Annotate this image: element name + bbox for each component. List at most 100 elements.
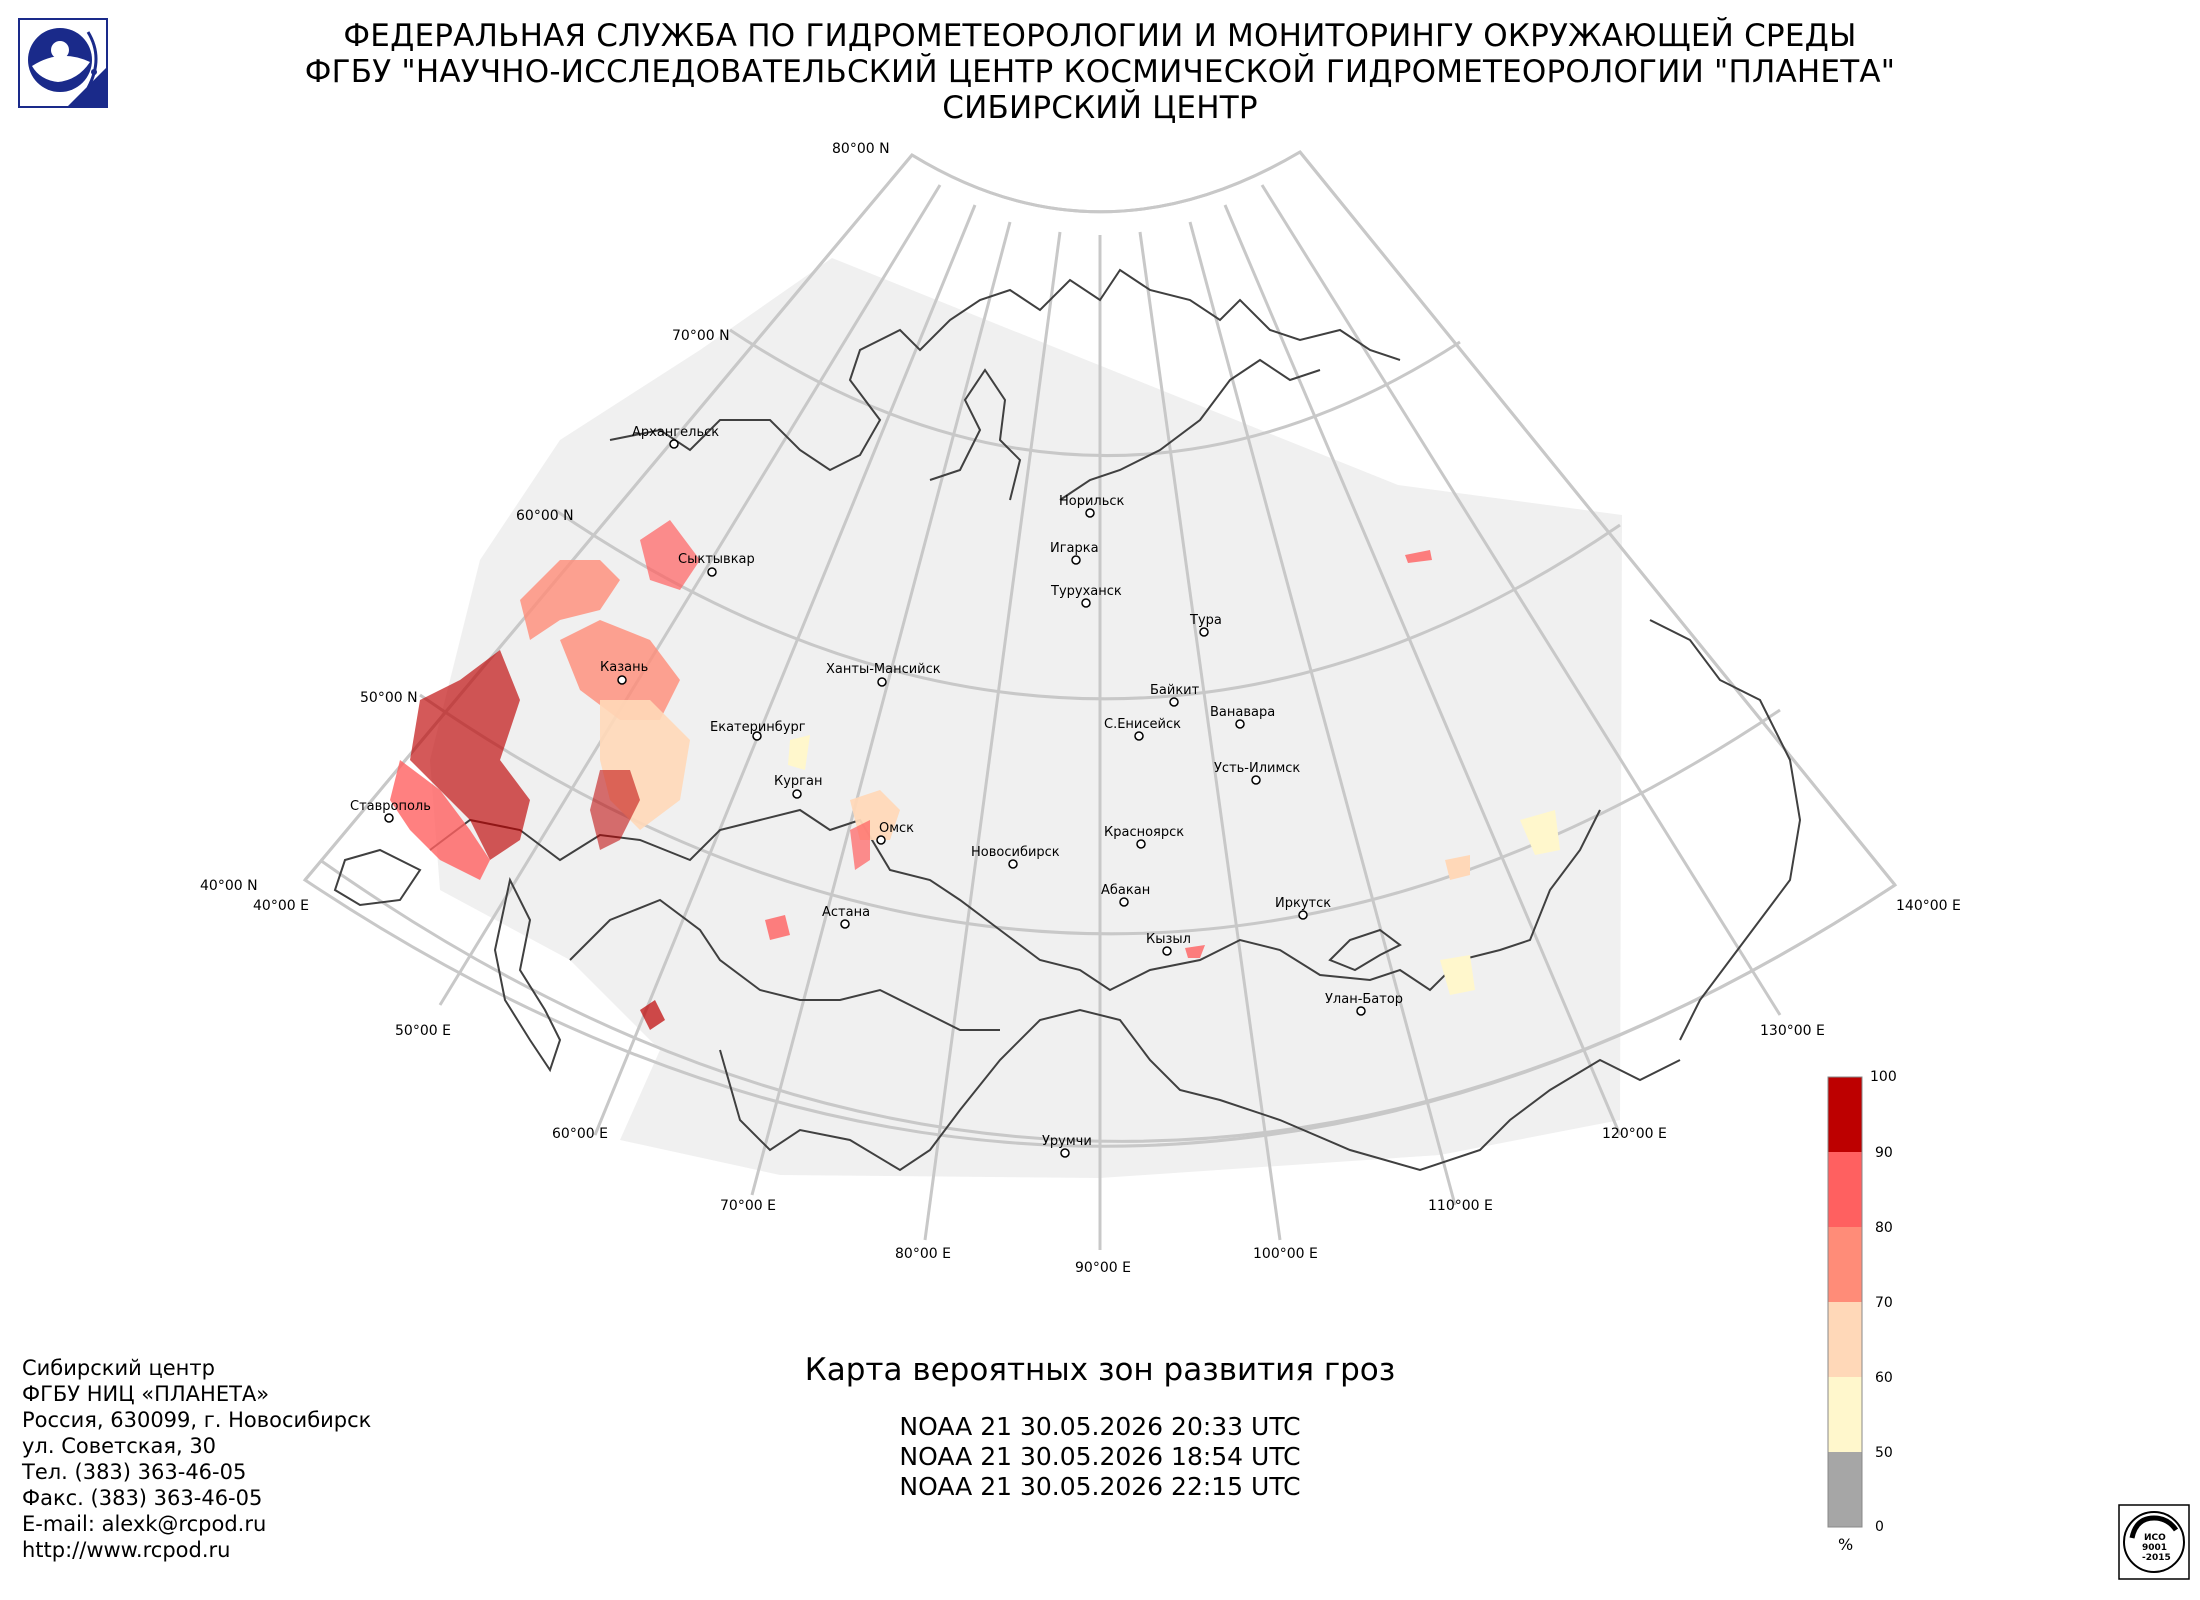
storm-zone-kurgan [788,735,810,770]
meridian-130e [1260,184,1782,1016]
contact-line: Россия, 630099, г. Новосибирск [22,1408,372,1432]
city-igarka: Игарка [1050,541,1099,565]
legend-band-80-90 [1828,1152,1862,1227]
meridian-70e [750,221,1012,1196]
storm-zone-caucasus [640,1000,665,1030]
city-kazan: Казань [600,660,648,685]
baikal-lake [1328,928,1402,972]
meridian-60e [593,204,977,1136]
lon-label-100e: 100°00 E [1253,1246,1318,1262]
city-urumqi: Урумчи [1042,1134,1092,1158]
far-east-coast [1649,619,1802,1041]
legend-unit: % [1838,1535,1853,1554]
city-krasnoyarsk: Красноярск [1104,825,1184,849]
probability-legend: 100 90 80 70 60 50 0 % [1827,1069,1897,1554]
coverage-area [430,258,1622,1178]
legend-tick-0: 0 [1875,1519,1884,1535]
city-s-eniseisk: С.Енисейск [1104,717,1181,741]
parallel-60n [554,508,1621,701]
legend-band-50-60 [1828,1377,1862,1452]
contact-email[interactable]: E-mail: alexk@rcpod.ru [22,1512,267,1536]
yamal-peninsula [929,368,1022,501]
lon-label-80e: 80°00 E [895,1246,951,1262]
city-khanty-mansiysk: Ханты-Мансийск [826,662,941,687]
lat-label-50n: 50°00 N [360,690,418,706]
city-stavropol: Ставрополь [350,799,431,823]
storm-zone-komi [640,520,700,590]
lon-label-90e: 90°00 E [1075,1260,1131,1276]
city-label: Казань [600,660,648,675]
city-astana: Астана [822,905,870,929]
city-ust-ilimsk: Усть-Илимск [1214,761,1300,785]
storm-zone-north-west [520,560,620,640]
graticule-labels: 80°00 N 70°00 N 60°00 N 50°00 N 40°00 N … [200,141,1961,1276]
city-syktyvkar: Сыктывкар [678,552,755,577]
legend-band-60-70 [1828,1302,1862,1377]
cert-line-2: 9001 [2142,1543,2167,1553]
storm-zone-yakutia [1405,550,1432,563]
city-baikit: Байкит [1150,683,1200,707]
china-border [719,1008,1681,1172]
pass-line: NOAA 21 30.05.2026 18:54 UTC [899,1442,1301,1471]
legend-tick-70: 70 [1875,1295,1893,1311]
city-arkhangelsk: Архангельск [632,425,719,449]
satellite-passes: NOAA 21 30.05.2026 20:33 UTC NOAA 21 30.… [860,1412,1340,1502]
city-ulan-bator: Улан-Батор [1325,992,1403,1016]
taymyr-coast [1059,358,1321,501]
meridian-110e [1188,221,1457,1206]
cert-line-3: -2015 [2142,1553,2171,1563]
legend-tick-90: 90 [1875,1145,1893,1161]
kazakhstan-border [569,898,1000,1031]
city-irkutsk: Иркутск [1275,896,1331,920]
city-label: Архангельск [632,425,719,440]
city-label: Байкит [1150,683,1200,698]
meridian-100e [1138,231,1282,1241]
contact-website[interactable]: http://www.rcpod.ru [22,1538,231,1562]
lon-label-60e: 60°00 E [552,1126,608,1142]
city-label: С.Енисейск [1104,717,1181,732]
contact-line: Факс. (383) 363-46-05 [22,1486,263,1510]
meridian-50e [438,184,942,1006]
storm-zone-volga [410,650,530,860]
roshydromet-logo-icon [18,18,108,108]
city-label: Екатеринбург [710,720,806,735]
city-label: Ванавара [1210,705,1275,720]
storm-zone-central-asia [765,915,790,940]
contact-line: Тел. (383) 363-46-05 [22,1460,247,1484]
caspian-sea [493,877,562,1073]
iso-certificate-icon: ИСО 9001 -2015 [2118,1504,2190,1580]
city-markers: Архангельск Сыктывкар Казань Екатеринбур… [350,425,1403,1158]
city-label: Омск [879,821,914,836]
legend-tick-50: 50 [1875,1445,1893,1461]
city-label: Сыктывкар [678,552,755,567]
city-label: Астана [822,905,870,920]
contact-line: Сибирский центр [22,1356,215,1380]
map-frame [302,150,1898,1148]
storm-zone-omsk-core [850,820,870,870]
contact-info: Сибирский центр ФГБУ НИЦ «ПЛАНЕТА» Росси… [22,1355,371,1563]
city-tura: Тура [1189,613,1222,637]
city-label: Туруханск [1050,584,1122,599]
meridian-120e [1223,204,1622,1136]
page-header: ФЕДЕРАЛЬНАЯ СЛУЖБА ПО ГИДРОМЕТЕОРОЛОГИИ … [160,18,2040,126]
city-label: Ставрополь [350,799,431,814]
city-turukhansk: Туруханск [1050,584,1122,608]
legend-band-70-80 [1828,1227,1862,1302]
legend-band-0-50 [1828,1452,1862,1527]
cert-line-1: ИСО [2144,1533,2166,1543]
city-label: Красноярск [1104,825,1184,840]
storm-zone-kazan [560,620,680,720]
city-kurgan: Курган [774,774,822,799]
parallel-70n [729,328,1461,458]
city-label: Курган [774,774,822,789]
city-ekaterinburg: Екатеринбург [710,720,806,741]
city-novosibirsk: Новосибирск [971,845,1060,869]
city-vanavara: Ванавара [1210,705,1275,729]
storm-zones [390,520,1560,1030]
legend-band-90-100 [1828,1077,1862,1152]
city-label: Иркутск [1275,896,1331,911]
pass-line: NOAA 21 30.05.2026 22:15 UTC [899,1472,1301,1501]
lat-label-80n: 80°00 N [832,141,890,157]
city-abakan: Абакан [1101,883,1150,907]
city-label: Норильск [1059,494,1125,509]
